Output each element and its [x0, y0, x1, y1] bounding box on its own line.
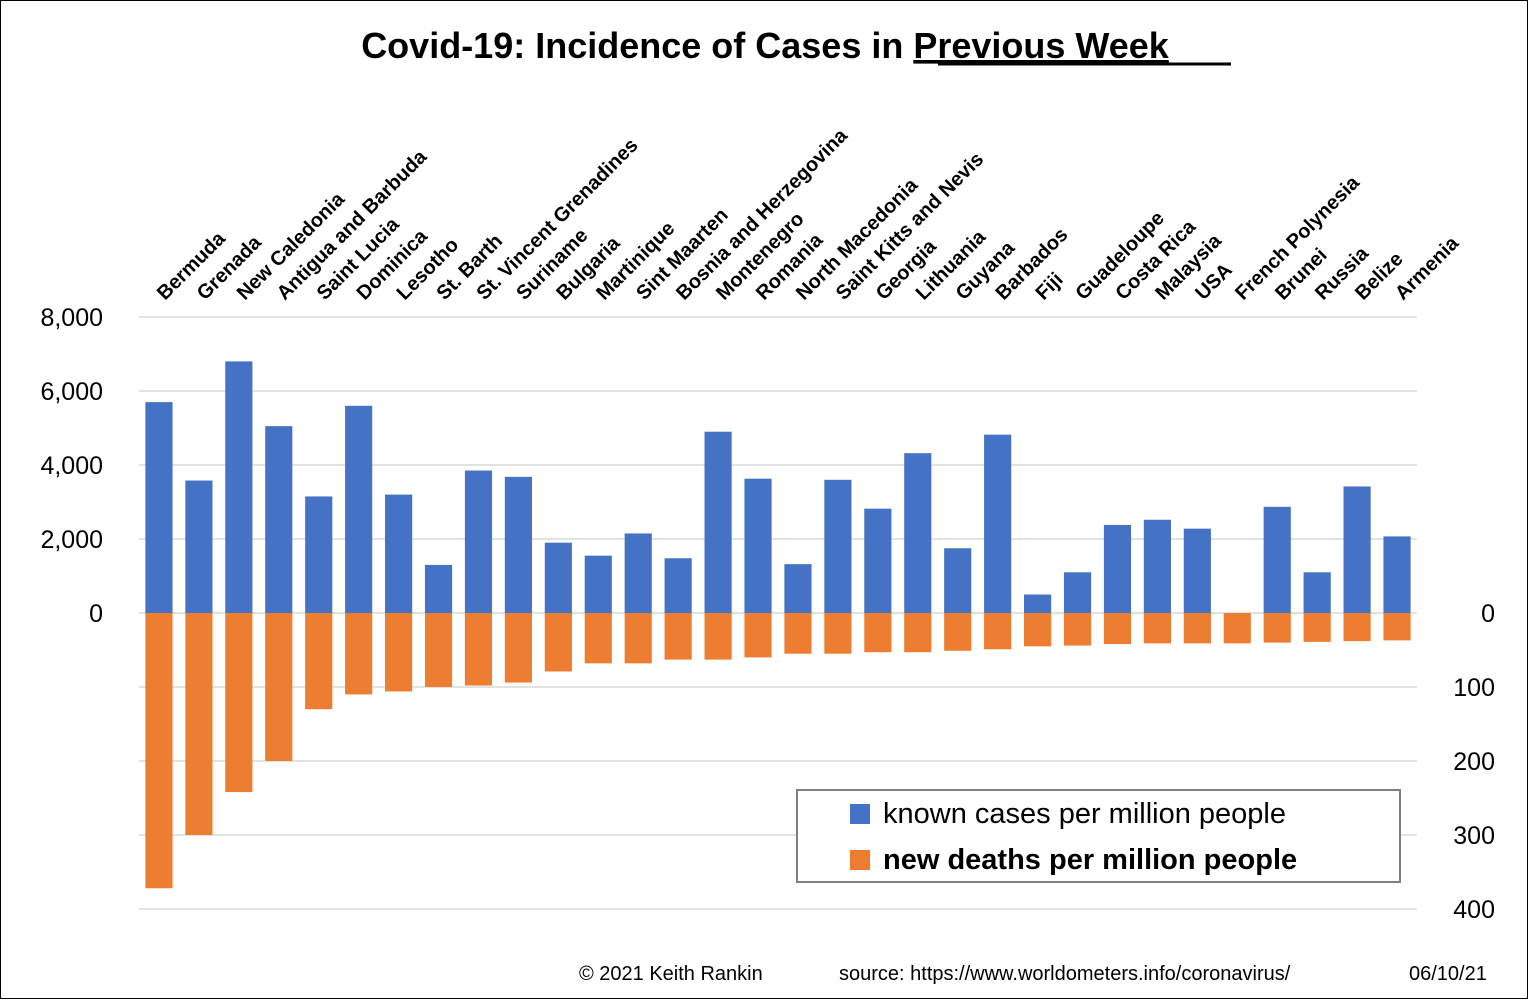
left-tick-label-4: 0 — [89, 600, 103, 628]
chart-title-prefix: Covid-19: Incidence of Cases in — [361, 25, 913, 66]
bar-deaths-31 — [1383, 613, 1411, 641]
right-tick-label-0: 0 — [1481, 600, 1495, 628]
bar-cases-2 — [225, 361, 253, 613]
legend-box — [796, 789, 1401, 883]
right-tick-label-1: 100 — [1453, 674, 1495, 702]
legend-label-deaths: new deaths per million people — [883, 844, 1297, 876]
left-tick-label-3: 2,000 — [40, 526, 103, 554]
right-tick-label-4: 400 — [1453, 896, 1495, 924]
bar-deaths-20 — [944, 613, 972, 651]
bars — [145, 361, 1411, 889]
bar-cases-14 — [704, 431, 732, 613]
footer: © 2021 Keith Rankin source: https://www.… — [579, 963, 1487, 985]
bar-deaths-8 — [464, 613, 493, 686]
bar-deaths-0 — [145, 613, 173, 889]
bar-deaths-22 — [1024, 613, 1052, 647]
bar-deaths-12 — [624, 613, 652, 664]
bar-cases-25 — [1143, 519, 1171, 613]
left-axis: 8,000 6,000 4,000 2,000 0 — [40, 304, 103, 628]
bar-cases-31 — [1383, 536, 1411, 613]
bar-deaths-19 — [904, 613, 932, 653]
bar-cases-20 — [944, 548, 972, 613]
bar-cases-4 — [305, 496, 333, 613]
bar-deaths-24 — [1103, 613, 1132, 645]
legend-label-cases: known cases per million people — [883, 798, 1286, 830]
bar-deaths-28 — [1263, 613, 1291, 643]
bar-cases-6 — [385, 494, 413, 613]
bar-cases-24 — [1103, 524, 1132, 613]
bar-cases-22 — [1024, 594, 1052, 613]
legend-swatch-deaths — [850, 850, 870, 870]
bar-deaths-1 — [185, 613, 213, 835]
bar-cases-8 — [464, 470, 493, 613]
bar-cases-5 — [345, 405, 373, 613]
chart-title-emphasis: Previous Week — [913, 25, 1169, 66]
bar-cases-18 — [864, 508, 892, 613]
bar-deaths-6 — [385, 613, 413, 692]
bar-deaths-10 — [544, 613, 572, 672]
bar-deaths-27 — [1223, 613, 1251, 644]
bar-deaths-5 — [345, 613, 373, 695]
bar-cases-30 — [1343, 486, 1371, 613]
bar-cases-12 — [624, 533, 652, 613]
bar-cases-23 — [1063, 572, 1092, 613]
bar-cases-15 — [744, 478, 772, 613]
bar-cases-16 — [784, 564, 812, 613]
bar-deaths-7 — [424, 613, 453, 687]
bar-deaths-13 — [664, 613, 692, 660]
bar-deaths-2 — [225, 613, 253, 793]
legend-swatch-cases — [850, 804, 870, 824]
legend: known cases per million people new death… — [796, 789, 1401, 883]
bar-deaths-30 — [1343, 613, 1371, 642]
bar-deaths-18 — [864, 613, 892, 653]
bar-deaths-23 — [1063, 613, 1092, 646]
footer-date: 06/10/21 — [1409, 963, 1487, 985]
bar-cases-13 — [664, 558, 692, 613]
bar-deaths-15 — [744, 613, 772, 658]
footer-source: source: https://www.worldometers.info/co… — [839, 963, 1291, 985]
bar-deaths-17 — [824, 613, 852, 654]
bar-cases-10 — [544, 542, 572, 613]
bar-cases-11 — [584, 555, 612, 613]
bar-cases-3 — [265, 426, 293, 613]
left-tick-label-1: 6,000 — [40, 378, 103, 406]
bar-cases-19 — [904, 453, 932, 613]
bar-deaths-3 — [265, 613, 293, 761]
bar-cases-29 — [1303, 572, 1331, 613]
bar-deaths-16 — [784, 613, 812, 654]
right-axis: 0 100 200 300 400 — [1453, 600, 1495, 924]
bar-deaths-29 — [1303, 613, 1331, 642]
bar-cases-9 — [504, 476, 532, 613]
bar-deaths-14 — [704, 613, 732, 660]
bar-deaths-21 — [984, 613, 1012, 650]
chart-title: Covid-19: Incidence of Cases in Previous… — [361, 25, 1170, 66]
bar-cases-26 — [1183, 528, 1211, 613]
bar-cases-7 — [424, 564, 453, 613]
right-tick-label-3: 300 — [1453, 822, 1495, 850]
left-tick-label-2: 4,000 — [40, 452, 103, 480]
bar-cases-0 — [145, 402, 173, 613]
bar-deaths-11 — [584, 613, 612, 664]
bar-deaths-9 — [504, 613, 532, 683]
bar-cases-1 — [185, 480, 213, 613]
bar-cases-17 — [824, 479, 852, 613]
right-tick-label-2: 200 — [1453, 748, 1495, 776]
bar-cases-28 — [1263, 506, 1291, 613]
bar-deaths-4 — [305, 613, 333, 710]
footer-copyright: © 2021 Keith Rankin — [579, 963, 763, 985]
bar-deaths-26 — [1183, 613, 1211, 644]
left-tick-label-0: 8,000 — [40, 304, 103, 332]
bar-cases-21 — [984, 434, 1012, 613]
bar-deaths-25 — [1143, 613, 1171, 644]
